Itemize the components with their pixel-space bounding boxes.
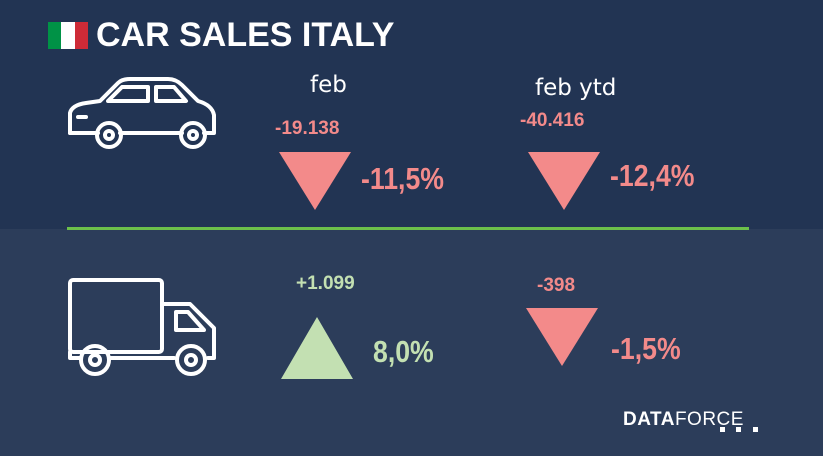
brand-bold-text: DATA [623,409,675,430]
month-column-label: feb [310,72,347,98]
car-ytd-abs-value: -40.416 [520,110,585,131]
flag-stripe-green [48,22,62,49]
brand-dots [720,427,760,435]
car-ytd-down-arrow-icon [528,152,600,210]
car-month-abs-value: -19.138 [275,118,340,139]
truck-ytd-pct-value: -1,5% [611,331,681,366]
car-month-pct-value: -11,5% [361,161,445,196]
truck-icon [68,278,216,376]
car-month-down-arrow-icon [279,152,351,210]
ytd-column-label: feb ytd [535,75,617,101]
header: CAR SALES ITALY [48,16,394,55]
top-panel [0,0,823,229]
truck-ytd-down-arrow-icon [526,308,598,366]
truck-ytd-abs-value: -398 [537,275,576,296]
car-icon [68,77,216,149]
section-divider [67,227,749,230]
brand-light-text: FORCE [674,409,744,430]
truck-month-pct-value: 8,0% [373,334,434,369]
flag-stripe-white [61,22,75,49]
page-title: CAR SALES ITALY [96,16,395,54]
bottom-panel [0,229,823,456]
flag-stripe-red [74,22,88,49]
dataforce-logo: DATAFORCE [623,409,744,431]
car-ytd-pct-value: -12,4% [610,158,695,193]
truck-month-up-arrow-icon [281,317,353,379]
italy-flag-icon [48,22,88,49]
truck-month-abs-value: +1.099 [296,273,355,294]
